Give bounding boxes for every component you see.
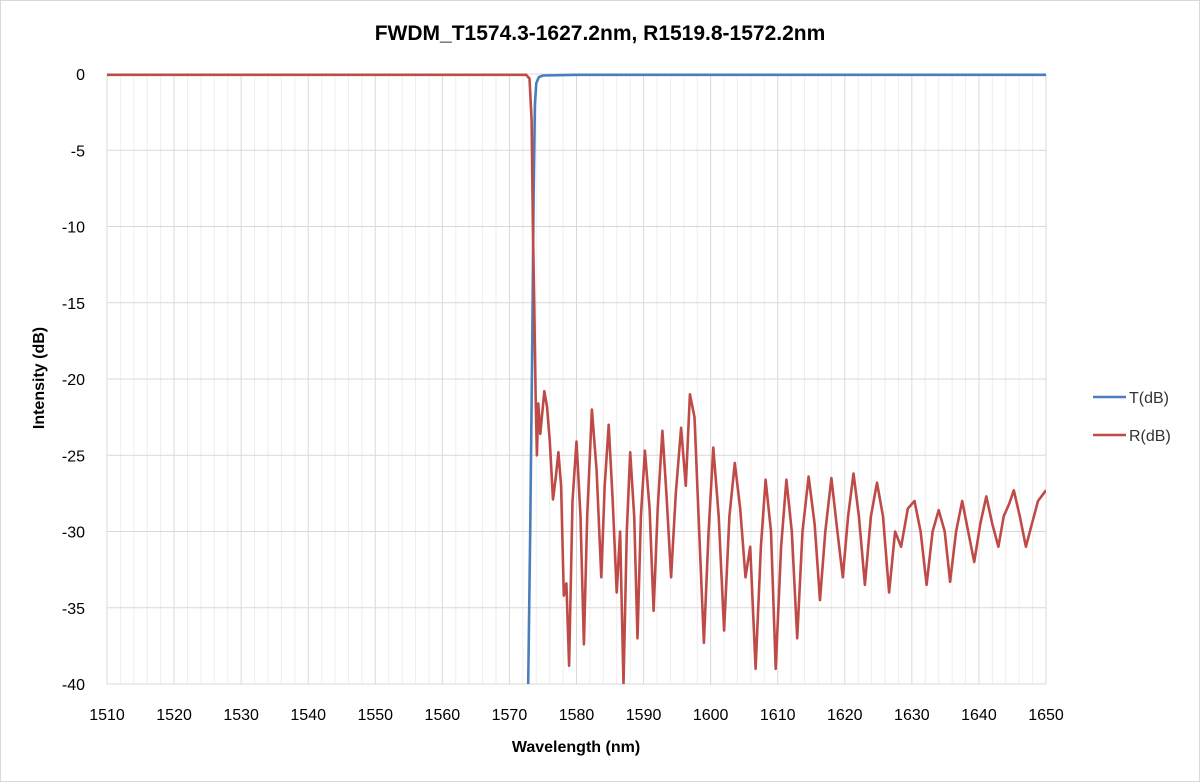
- legend-label: R(dB): [1129, 428, 1171, 445]
- x-tick-label: 1560: [425, 707, 461, 724]
- y-tick-labels: 0 -5 -10 -15 -20 -25 -30 -35 -40: [62, 67, 85, 694]
- x-tick-label: 1600: [693, 707, 729, 724]
- series-group: [107, 73, 1046, 684]
- x-tick-label: 1640: [961, 707, 997, 724]
- x-tick-label: 1610: [760, 707, 796, 724]
- y-tick-label: -25: [62, 448, 85, 465]
- x-tick-label: 1570: [492, 707, 528, 724]
- x-tick-label: 1510: [89, 707, 125, 724]
- x-tick-label: 1530: [223, 707, 259, 724]
- y-tick-label: 0: [76, 67, 85, 84]
- series-line-t: [526, 73, 1046, 684]
- series-line-r: [107, 73, 1046, 684]
- y-tick-label: -10: [62, 220, 85, 237]
- y-tick-label: -15: [62, 296, 85, 313]
- x-tick-label: 1540: [290, 707, 326, 724]
- x-tick-label: 1590: [626, 707, 662, 724]
- y-axis-label: Intensity (dB): [31, 327, 48, 429]
- x-axis-label: Wavelength (nm): [512, 739, 640, 756]
- x-tick-label: 1650: [1028, 707, 1064, 724]
- chart-title: FWDM_T1574.3-1627.2nm, R1519.8-1572.2nm: [375, 22, 826, 45]
- x-tick-label: 1520: [156, 707, 192, 724]
- legend: T(dB) R(dB): [1093, 390, 1171, 445]
- x-tick-label: 1620: [827, 707, 863, 724]
- x-tick-label: 1550: [357, 707, 393, 724]
- x-tick-label: 1580: [559, 707, 595, 724]
- y-tick-label: -35: [62, 601, 85, 618]
- legend-label: T(dB): [1129, 390, 1169, 407]
- x-tick-labels: 1510 1520 1530 1540 1550 1560 1570 1580 1590 1600…: [89, 707, 1064, 724]
- y-tick-label: -20: [62, 372, 85, 389]
- y-tick-label: -30: [62, 525, 85, 542]
- x-tick-label: 1630: [894, 707, 930, 724]
- y-tick-label: -40: [62, 677, 85, 694]
- grid: [106, 73, 1047, 685]
- y-tick-label: -5: [71, 143, 85, 160]
